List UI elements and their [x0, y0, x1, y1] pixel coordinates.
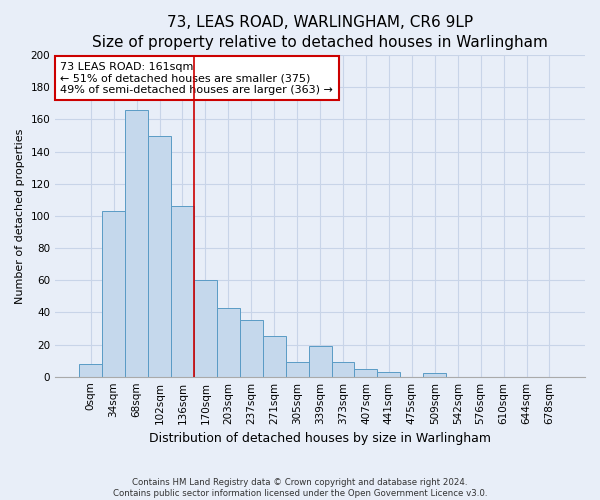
Bar: [79, 364, 102, 376]
Y-axis label: Number of detached properties: Number of detached properties: [15, 128, 25, 304]
Text: 73 LEAS ROAD: 161sqm
← 51% of detached houses are smaller (375)
49% of semi-deta: 73 LEAS ROAD: 161sqm ← 51% of detached h…: [61, 62, 334, 95]
Bar: [171, 206, 194, 376]
Bar: [217, 308, 240, 376]
Bar: [332, 362, 355, 376]
Bar: [355, 368, 377, 376]
Bar: [263, 336, 286, 376]
Bar: [286, 362, 308, 376]
Bar: [240, 320, 263, 376]
Bar: [102, 211, 125, 376]
Bar: [125, 110, 148, 376]
Bar: [308, 346, 332, 376]
Bar: [377, 372, 400, 376]
Bar: [194, 280, 217, 376]
X-axis label: Distribution of detached houses by size in Warlingham: Distribution of detached houses by size …: [149, 432, 491, 445]
Text: Contains HM Land Registry data © Crown copyright and database right 2024.
Contai: Contains HM Land Registry data © Crown c…: [113, 478, 487, 498]
Title: 73, LEAS ROAD, WARLINGHAM, CR6 9LP
Size of property relative to detached houses : 73, LEAS ROAD, WARLINGHAM, CR6 9LP Size …: [92, 15, 548, 50]
Bar: [148, 136, 171, 376]
Bar: [423, 374, 446, 376]
